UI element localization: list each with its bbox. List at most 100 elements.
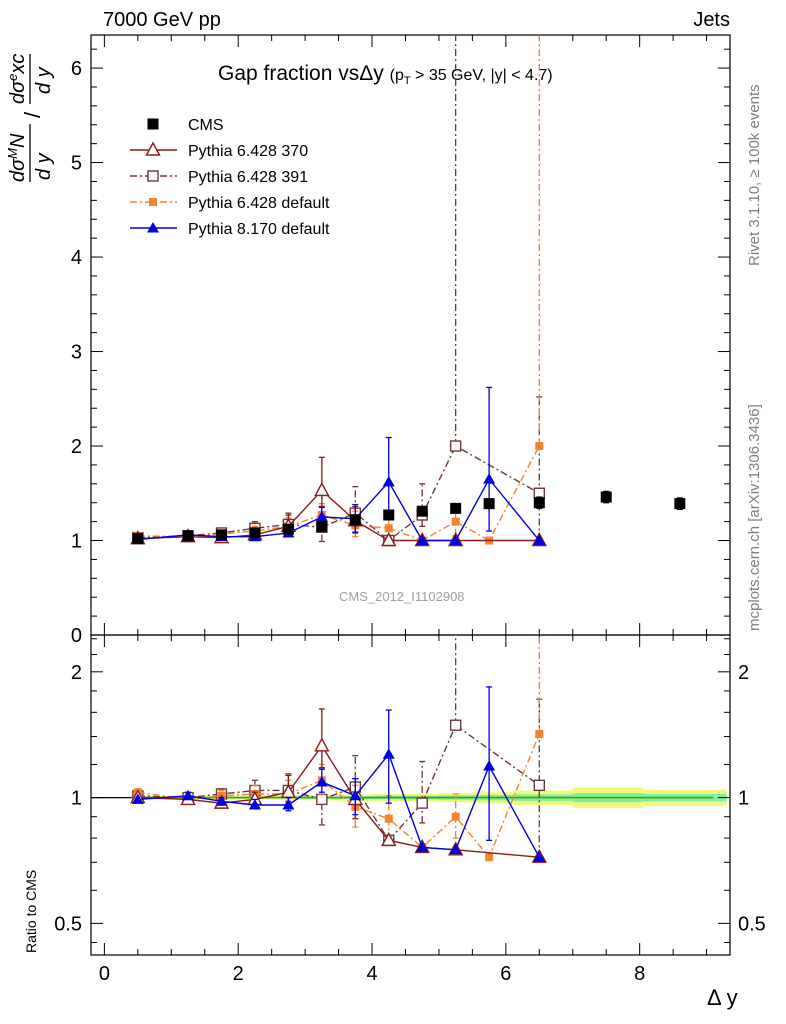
data-point-p6def (451, 812, 460, 821)
legend-item-cms: CMS (147, 117, 224, 134)
x-tick-label: 8 (634, 963, 645, 985)
data-point-cms (316, 520, 328, 532)
data-point-p8def (182, 789, 195, 801)
x-tick-label: 2 (233, 963, 244, 985)
svg-text:/: / (20, 111, 45, 118)
header-right-label: Jets (693, 9, 730, 31)
data-point-p391 (533, 779, 546, 792)
series-line-p8def (137, 752, 540, 858)
data-point-cms (383, 509, 395, 521)
ratio-y-tick-label: 2 (71, 662, 82, 684)
ratio-y-tick-label: 0.5 (54, 913, 82, 935)
legend-label: Pythia 6.428 391 (188, 169, 308, 186)
data-point-p8def (215, 795, 228, 806)
data-point-p8def (449, 843, 462, 855)
data-point-p391 (316, 793, 328, 806)
y-tick-label: 5 (71, 153, 82, 175)
legend: CMS Pythia 6.428 370 Pythia 6.428 391 Pythi… (130, 117, 330, 238)
data-point-p8def (533, 534, 546, 546)
data-point-p8def (315, 510, 328, 522)
chart-title-main: Gap fraction vsΔy (218, 62, 384, 85)
analysis-watermark: CMS_2012_I1102908 (339, 589, 465, 604)
legend-item-p6def: Pythia 6.428 default (130, 195, 330, 212)
data-point-p8def (248, 799, 261, 810)
data-point-cms (215, 529, 227, 541)
x-tick-label: 6 (500, 963, 511, 985)
y-tick-label: 4 (71, 247, 82, 269)
data-point-p8def (131, 793, 144, 804)
data-point-p6def (535, 442, 544, 451)
data-point-cms (132, 533, 144, 545)
series-line-p391 (137, 445, 540, 542)
data-point-p8def (315, 775, 328, 787)
svg-text:d y: d y (33, 66, 55, 94)
x-axis-label: Δ y (707, 985, 738, 1010)
series-p6def (133, 35, 544, 545)
svg-text:d y: d y (33, 152, 55, 180)
data-point-p6def (384, 814, 393, 823)
data-point-cms (450, 502, 462, 514)
data-point-cms (182, 530, 194, 542)
ratio-plot-panel: 0 2 4 6 8 0.5 0.5 1 1 2 2 (54, 634, 766, 985)
data-point-p391 (449, 440, 462, 452)
data-point-p6def (535, 729, 544, 738)
series-p391 (132, 35, 546, 547)
data-point-p8def (416, 841, 429, 852)
data-point-p370 (381, 831, 397, 847)
legend-marker-p391 (147, 170, 159, 182)
y-tick-label: 1 (71, 531, 82, 553)
data-point-p6def (451, 517, 460, 526)
data-point-p391 (449, 719, 462, 731)
series-p8def (131, 386, 546, 546)
data-point-p8def (416, 534, 429, 546)
data-point-cms (533, 497, 545, 509)
y-tick-label: 6 (71, 58, 82, 80)
ratio-plot-frame (90, 634, 731, 956)
series-p391 (132, 635, 546, 858)
x-tick-label: 0 (99, 963, 110, 985)
data-point-p370 (381, 532, 397, 547)
data-point-cms (282, 523, 294, 535)
legend-label: CMS (188, 117, 224, 134)
ratio-y-tick-label-right: 0.5 (738, 913, 766, 935)
ratio-y-tick-label: 1 (71, 788, 82, 810)
data-point-p8def (449, 534, 462, 546)
data-point-p391 (416, 797, 428, 809)
header-left-label: 7000 GeV pp (103, 9, 221, 31)
data-point-p8def (483, 473, 496, 484)
y-tick-label: 3 (71, 342, 82, 364)
series-line-p8def (137, 477, 540, 542)
chart-title-cut: (pT > 35 GeV, |y| < 4.7) (389, 67, 553, 88)
chart-title: Gap fraction vsΔy (pT > 35 GeV, |y| < 4.… (218, 62, 553, 87)
data-point-p8def (282, 799, 295, 810)
legend-label: Pythia 6.428 default (188, 195, 330, 212)
series-line-p6def (137, 733, 540, 859)
data-point-p8def (382, 748, 395, 759)
main-plot-panel: 0 1 2 3 4 5 6 (71, 34, 731, 647)
series-line-p391 (137, 724, 540, 842)
legend-marker-p6def (149, 198, 157, 206)
x-tick-label: 4 (366, 963, 377, 985)
data-point-cms (349, 514, 361, 526)
legend-label: Pythia 8.170 default (188, 221, 330, 238)
data-point-p6def (384, 524, 393, 533)
data-point-cms (483, 498, 495, 510)
data-point-p8def (533, 851, 546, 862)
svg-text:dσMN: dσMN (5, 133, 29, 182)
legend-item-p8def: Pythia 8.170 default (130, 221, 330, 238)
series-p8def (131, 686, 546, 862)
series-line-p6def (137, 445, 540, 542)
main-plot-frame (90, 34, 731, 636)
legend-marker-cms (147, 118, 159, 130)
data-point-cms (416, 505, 428, 517)
data-point-p8def (483, 760, 496, 771)
data-point-p370 (314, 737, 330, 752)
series-p6def (133, 635, 544, 862)
data-point-p6def (485, 853, 494, 862)
main-y-axis-label: dσMN d y / dσexc d y (5, 54, 55, 182)
y-tick-label: 2 (71, 436, 82, 458)
data-point-p8def (382, 475, 395, 487)
legend-marker-p370 (145, 141, 161, 156)
data-point-cms (600, 491, 612, 503)
data-point-p370 (314, 481, 330, 497)
